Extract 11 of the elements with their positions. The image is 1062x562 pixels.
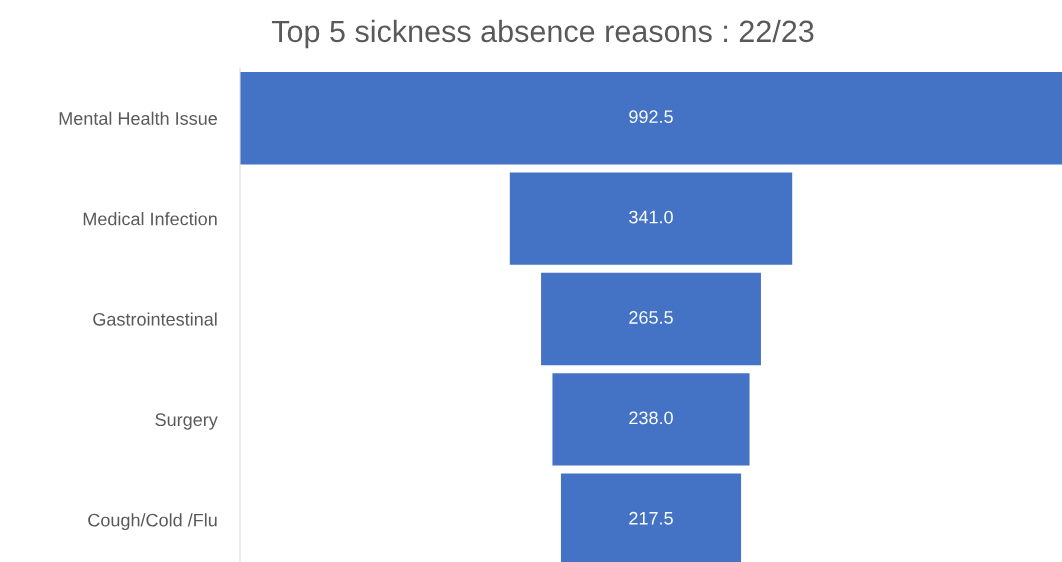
category-label: Gastrointestinal xyxy=(93,312,217,326)
data-label: 265.5 xyxy=(629,311,673,324)
data-label: 217.5 xyxy=(629,511,673,525)
data-label: 341.0 xyxy=(629,210,673,224)
data-label: 992.5 xyxy=(629,110,673,124)
text: Top 5 sickness absence reasons : 22/23 xyxy=(271,19,814,49)
category-label: Cough/Cold /Flu xyxy=(88,513,217,531)
category-label: Medical Infection xyxy=(83,212,217,226)
category-label: Surgery xyxy=(155,413,218,430)
data-label: 238.0 xyxy=(629,411,673,425)
category-label: Mental Health Issue xyxy=(59,111,217,125)
